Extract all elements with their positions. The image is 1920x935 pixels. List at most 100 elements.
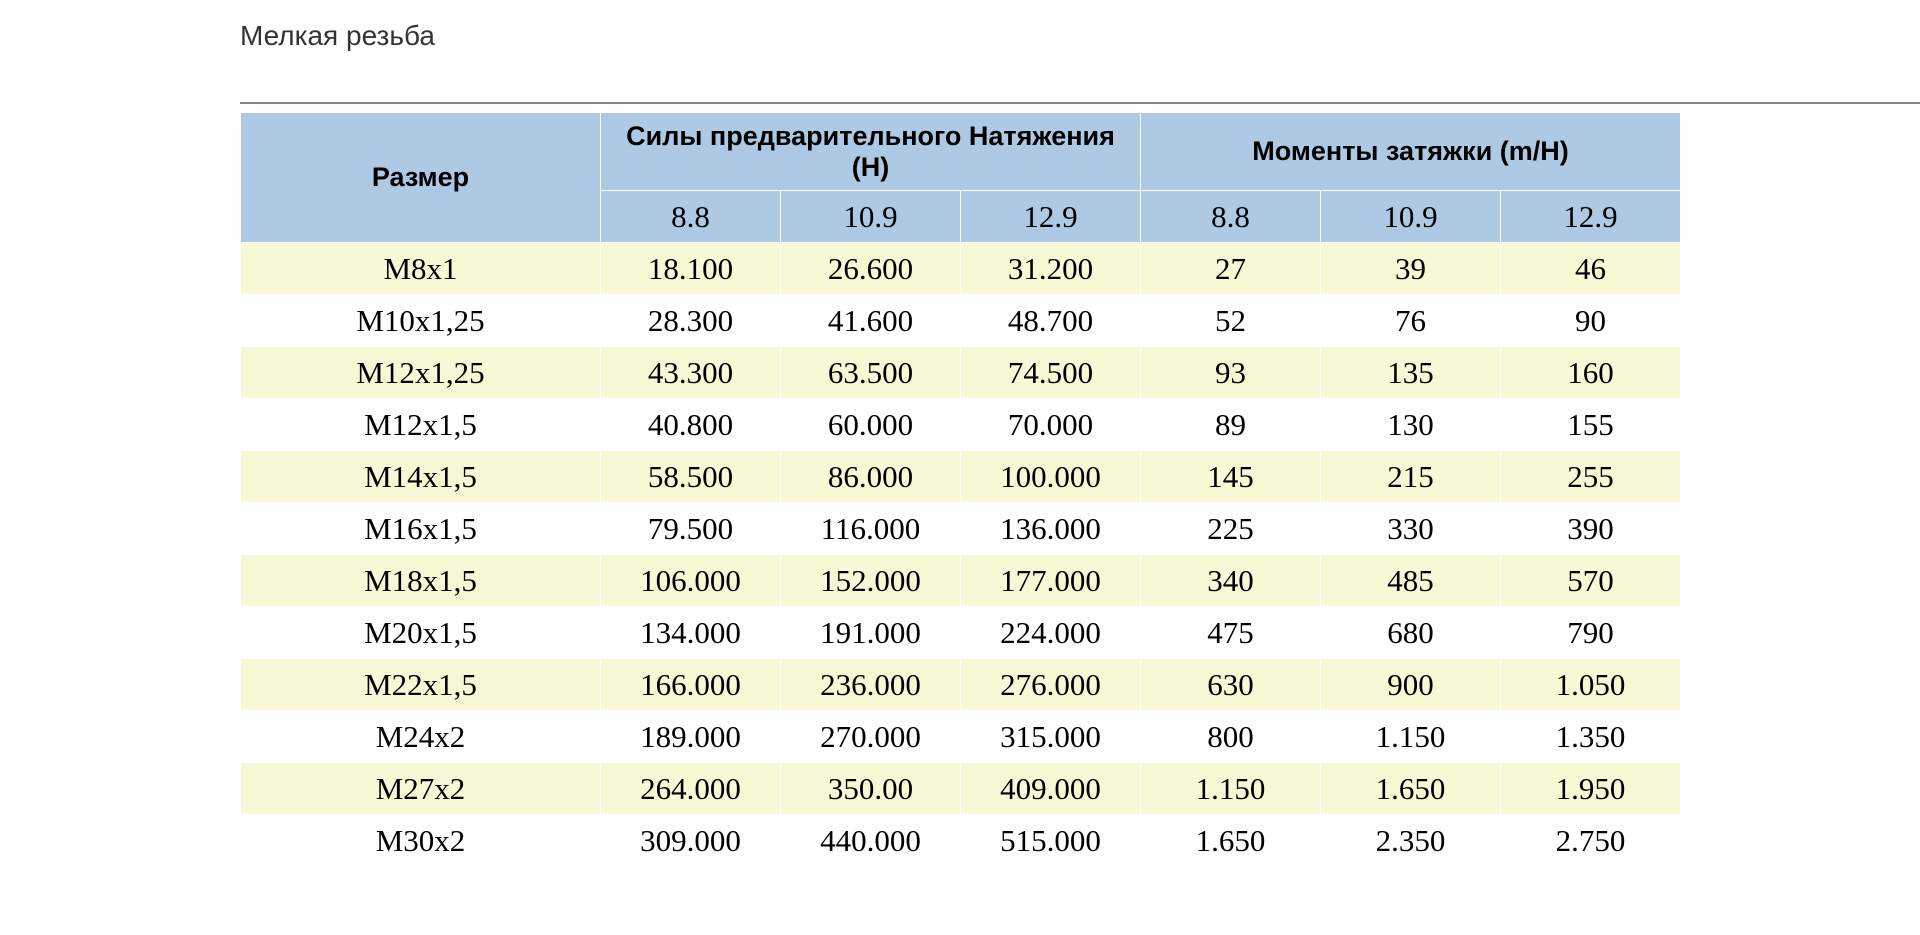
cell-size: M20x1,5 — [241, 607, 601, 659]
cell-value: 270.000 — [781, 711, 961, 763]
cell-value: 134.000 — [601, 607, 781, 659]
cell-value: 70.000 — [961, 399, 1141, 451]
cell-size: M12x1,25 — [241, 347, 601, 399]
cell-value: 145 — [1141, 451, 1321, 503]
cell-value: 58.500 — [601, 451, 781, 503]
table-row: M12x1,540.80060.00070.00089130155 — [241, 399, 1681, 451]
header-preload-force: Силы предварительного Натяжения (Н) — [601, 113, 1141, 191]
cell-value: 46 — [1501, 243, 1681, 295]
cell-value: 309.000 — [601, 815, 781, 867]
cell-size: M30x2 — [241, 815, 601, 867]
header-torque: Моменты затяжки (m/Н) — [1141, 113, 1681, 191]
cell-value: 27 — [1141, 243, 1321, 295]
cell-value: 43.300 — [601, 347, 781, 399]
subheader-preload-88: 8.8 — [601, 191, 781, 243]
cell-value: 28.300 — [601, 295, 781, 347]
cell-size: M12x1,5 — [241, 399, 601, 451]
cell-value: 800 — [1141, 711, 1321, 763]
cell-value: 189.000 — [601, 711, 781, 763]
cell-value: 18.100 — [601, 243, 781, 295]
cell-value: 93 — [1141, 347, 1321, 399]
cell-value: 160 — [1501, 347, 1681, 399]
cell-value: 40.800 — [601, 399, 781, 451]
cell-value: 39 — [1321, 243, 1501, 295]
table-row: M16x1,579.500116.000136.000225330390 — [241, 503, 1681, 555]
cell-value: 100.000 — [961, 451, 1141, 503]
cell-size: M24x2 — [241, 711, 601, 763]
cell-value: 90 — [1501, 295, 1681, 347]
cell-value: 166.000 — [601, 659, 781, 711]
cell-size: M10x1,25 — [241, 295, 601, 347]
cell-value: 1.150 — [1321, 711, 1501, 763]
table-row: M30x2309.000440.000515.0001.6502.3502.75… — [241, 815, 1681, 867]
cell-value: 570 — [1501, 555, 1681, 607]
table-row: M22x1,5166.000236.000276.0006309001.050 — [241, 659, 1681, 711]
cell-value: 475 — [1141, 607, 1321, 659]
subheader-torque-129: 12.9 — [1501, 191, 1681, 243]
cell-value: 130 — [1321, 399, 1501, 451]
table-row: M10x1,2528.30041.60048.700527690 — [241, 295, 1681, 347]
cell-value: 900 — [1321, 659, 1501, 711]
cell-size: M14x1,5 — [241, 451, 601, 503]
page-title: Мелкая резьба — [240, 20, 1920, 52]
table-row: M24x2189.000270.000315.0008001.1501.350 — [241, 711, 1681, 763]
cell-value: 485 — [1321, 555, 1501, 607]
cell-size: M16x1,5 — [241, 503, 601, 555]
cell-value: 409.000 — [961, 763, 1141, 815]
cell-value: 276.000 — [961, 659, 1141, 711]
cell-value: 440.000 — [781, 815, 961, 867]
subheader-torque-88: 8.8 — [1141, 191, 1321, 243]
cell-value: 224.000 — [961, 607, 1141, 659]
cell-size: M8x1 — [241, 243, 601, 295]
cell-value: 106.000 — [601, 555, 781, 607]
cell-value: 79.500 — [601, 503, 781, 555]
cell-value: 48.700 — [961, 295, 1141, 347]
cell-size: M18x1,5 — [241, 555, 601, 607]
cell-value: 350.00 — [781, 763, 961, 815]
cell-value: 136.000 — [961, 503, 1141, 555]
cell-value: 135 — [1321, 347, 1501, 399]
cell-size: M22x1,5 — [241, 659, 601, 711]
thread-torque-table: Размер Силы предварительного Натяжения (… — [240, 112, 1681, 867]
cell-value: 340 — [1141, 555, 1321, 607]
cell-value: 60.000 — [781, 399, 961, 451]
cell-value: 1.950 — [1501, 763, 1681, 815]
table-row: M12x1,2543.30063.50074.50093135160 — [241, 347, 1681, 399]
cell-value: 330 — [1321, 503, 1501, 555]
table-header-row-1: Размер Силы предварительного Натяжения (… — [241, 113, 1681, 191]
cell-value: 236.000 — [781, 659, 961, 711]
cell-value: 76 — [1321, 295, 1501, 347]
cell-value: 315.000 — [961, 711, 1141, 763]
cell-value: 152.000 — [781, 555, 961, 607]
cell-value: 1.150 — [1141, 763, 1321, 815]
header-size: Размер — [241, 113, 601, 243]
cell-value: 630 — [1141, 659, 1321, 711]
cell-value: 390 — [1501, 503, 1681, 555]
cell-value: 1.650 — [1321, 763, 1501, 815]
table-container: Размер Силы предварительного Натяжения (… — [240, 112, 1680, 867]
cell-value: 86.000 — [781, 451, 961, 503]
cell-value: 1.350 — [1501, 711, 1681, 763]
subheader-torque-109: 10.9 — [1321, 191, 1501, 243]
cell-value: 191.000 — [781, 607, 961, 659]
table-row: M20x1,5134.000191.000224.000475680790 — [241, 607, 1681, 659]
table-row: M8x118.10026.60031.200273946 — [241, 243, 1681, 295]
cell-value: 515.000 — [961, 815, 1141, 867]
cell-value: 89 — [1141, 399, 1321, 451]
cell-value: 74.500 — [961, 347, 1141, 399]
cell-value: 41.600 — [781, 295, 961, 347]
cell-value: 255 — [1501, 451, 1681, 503]
cell-value: 264.000 — [601, 763, 781, 815]
table-row: M27x2264.000350.00409.0001.1501.6501.950 — [241, 763, 1681, 815]
cell-value: 1.650 — [1141, 815, 1321, 867]
cell-value: 52 — [1141, 295, 1321, 347]
table-body: M8x118.10026.60031.200273946M10x1,2528.3… — [241, 243, 1681, 867]
cell-value: 680 — [1321, 607, 1501, 659]
subheader-preload-109: 10.9 — [781, 191, 961, 243]
table-row: M18x1,5106.000152.000177.000340485570 — [241, 555, 1681, 607]
cell-value: 225 — [1141, 503, 1321, 555]
cell-size: M27x2 — [241, 763, 601, 815]
cell-value: 31.200 — [961, 243, 1141, 295]
cell-value: 1.050 — [1501, 659, 1681, 711]
subheader-preload-129: 12.9 — [961, 191, 1141, 243]
